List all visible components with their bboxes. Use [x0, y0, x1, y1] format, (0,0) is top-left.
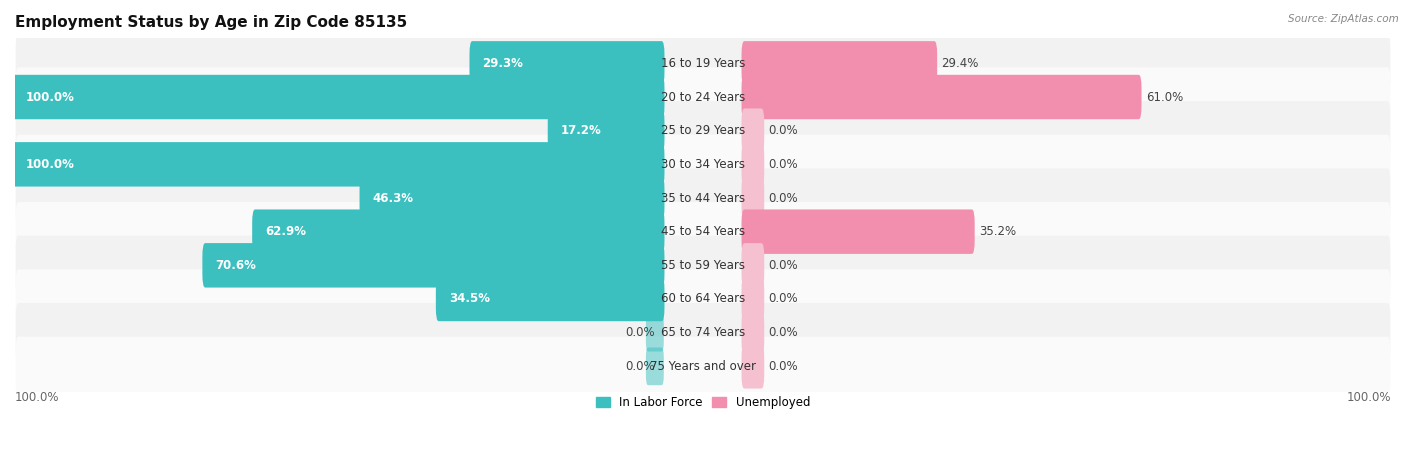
- Text: 0.0%: 0.0%: [768, 124, 799, 137]
- FancyBboxPatch shape: [202, 243, 665, 288]
- FancyBboxPatch shape: [741, 109, 765, 153]
- Text: Source: ZipAtlas.com: Source: ZipAtlas.com: [1288, 14, 1399, 23]
- FancyBboxPatch shape: [13, 142, 665, 187]
- Text: 0.0%: 0.0%: [768, 259, 799, 272]
- FancyBboxPatch shape: [15, 236, 1391, 295]
- Text: 61.0%: 61.0%: [1146, 91, 1182, 104]
- Text: 35 to 44 Years: 35 to 44 Years: [661, 192, 745, 204]
- Text: 60 to 64 Years: 60 to 64 Years: [661, 293, 745, 305]
- Text: 70.6%: 70.6%: [215, 259, 256, 272]
- Text: 0.0%: 0.0%: [768, 360, 799, 373]
- Text: 0.0%: 0.0%: [626, 326, 655, 339]
- Text: 35.2%: 35.2%: [979, 225, 1017, 238]
- FancyBboxPatch shape: [13, 75, 665, 119]
- Text: 17.2%: 17.2%: [561, 124, 602, 137]
- Text: 0.0%: 0.0%: [768, 293, 799, 305]
- Text: 34.5%: 34.5%: [449, 293, 489, 305]
- FancyBboxPatch shape: [645, 314, 664, 351]
- FancyBboxPatch shape: [15, 101, 1391, 160]
- FancyBboxPatch shape: [741, 344, 765, 389]
- FancyBboxPatch shape: [741, 209, 974, 254]
- FancyBboxPatch shape: [436, 277, 665, 321]
- Text: 100.0%: 100.0%: [25, 158, 75, 171]
- Legend: In Labor Force, Unemployed: In Labor Force, Unemployed: [591, 391, 815, 414]
- Text: 62.9%: 62.9%: [266, 225, 307, 238]
- Text: 100.0%: 100.0%: [25, 91, 75, 104]
- FancyBboxPatch shape: [15, 135, 1391, 194]
- FancyBboxPatch shape: [741, 310, 765, 355]
- Text: 0.0%: 0.0%: [626, 360, 655, 373]
- Text: 45 to 54 Years: 45 to 54 Years: [661, 225, 745, 238]
- Text: 16 to 19 Years: 16 to 19 Years: [661, 57, 745, 70]
- Text: 65 to 74 Years: 65 to 74 Years: [661, 326, 745, 339]
- Text: 29.3%: 29.3%: [482, 57, 523, 70]
- FancyBboxPatch shape: [741, 41, 938, 86]
- FancyBboxPatch shape: [15, 303, 1391, 362]
- Text: 0.0%: 0.0%: [768, 326, 799, 339]
- FancyBboxPatch shape: [15, 202, 1391, 261]
- FancyBboxPatch shape: [645, 347, 664, 385]
- FancyBboxPatch shape: [252, 209, 665, 254]
- Text: 75 Years and over: 75 Years and over: [650, 360, 756, 373]
- Text: Employment Status by Age in Zip Code 85135: Employment Status by Age in Zip Code 851…: [15, 15, 408, 30]
- FancyBboxPatch shape: [15, 67, 1391, 127]
- FancyBboxPatch shape: [15, 337, 1391, 396]
- Text: 29.4%: 29.4%: [941, 57, 979, 70]
- FancyBboxPatch shape: [15, 34, 1391, 93]
- FancyBboxPatch shape: [741, 142, 765, 187]
- Text: 25 to 29 Years: 25 to 29 Years: [661, 124, 745, 137]
- FancyBboxPatch shape: [15, 269, 1391, 329]
- FancyBboxPatch shape: [741, 243, 765, 288]
- Text: 46.3%: 46.3%: [373, 192, 413, 204]
- Text: 0.0%: 0.0%: [768, 158, 799, 171]
- FancyBboxPatch shape: [360, 176, 665, 220]
- Text: 100.0%: 100.0%: [15, 391, 59, 404]
- Text: 0.0%: 0.0%: [768, 192, 799, 204]
- FancyBboxPatch shape: [470, 41, 665, 86]
- FancyBboxPatch shape: [741, 176, 765, 220]
- Text: 100.0%: 100.0%: [1347, 391, 1391, 404]
- Text: 30 to 34 Years: 30 to 34 Years: [661, 158, 745, 171]
- FancyBboxPatch shape: [741, 75, 1142, 119]
- Text: 20 to 24 Years: 20 to 24 Years: [661, 91, 745, 104]
- FancyBboxPatch shape: [548, 109, 665, 153]
- Text: 55 to 59 Years: 55 to 59 Years: [661, 259, 745, 272]
- FancyBboxPatch shape: [15, 168, 1391, 228]
- FancyBboxPatch shape: [741, 277, 765, 321]
